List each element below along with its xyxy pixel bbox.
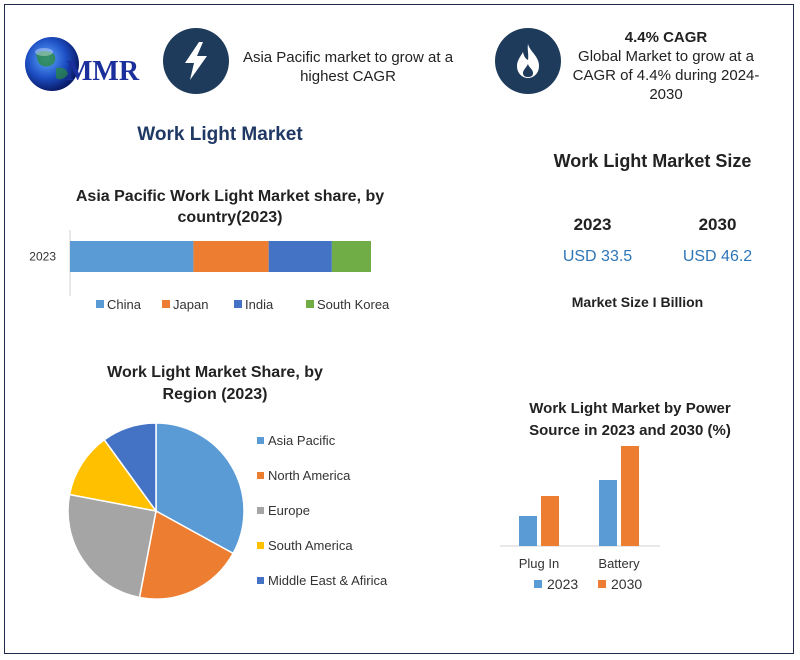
legend-label: South America xyxy=(268,538,353,553)
legend-label: Japan xyxy=(173,297,208,312)
market-size-year: 2023 xyxy=(573,215,612,234)
page-title: Work Light Market xyxy=(137,124,303,145)
highlight-icon-circle xyxy=(495,28,561,94)
highlight-icon-circle xyxy=(163,28,229,94)
category-label: 2023 xyxy=(29,250,56,264)
flame-icon xyxy=(517,44,539,78)
legend-swatch xyxy=(534,580,542,588)
market-size-title: Work Light Market Size xyxy=(553,151,752,171)
category-label: Battery xyxy=(598,556,640,571)
legend-label: China xyxy=(107,297,142,312)
bar xyxy=(519,516,537,546)
logo-text: MMR xyxy=(66,56,140,87)
chart-title: Asia Pacific Work Light Market share, by… xyxy=(60,186,400,228)
infographic-frame xyxy=(4,4,794,654)
logo: MMR xyxy=(14,34,149,94)
bar-segment xyxy=(268,241,332,272)
chart-title: Work Light Market by Power Source in 202… xyxy=(500,398,760,442)
chart-title-line: Work Light Market by Power xyxy=(529,400,731,417)
highlight-text-asia: Asia Pacific market to grow at a highest… xyxy=(232,48,464,86)
bar-segment xyxy=(193,241,269,272)
pie-slice xyxy=(68,438,158,513)
market-size-unit: Market Size I Billion xyxy=(571,294,704,310)
chart-title-line: Asia Pacific Work Light Market share, by xyxy=(75,188,385,205)
legend-label: Middle East & Afirica xyxy=(268,573,388,588)
bar xyxy=(541,496,559,546)
highlight-text-cagr: 4.4% CAGR Global Market to grow at a CAG… xyxy=(566,28,766,104)
bar-segment xyxy=(331,241,371,272)
legend-label: 2030 xyxy=(611,576,642,592)
highlight-line: highest CAGR xyxy=(300,68,396,85)
market-size-year: 2030 xyxy=(698,215,737,234)
chart-title-line: Source in 2023 and 2030 (%) xyxy=(529,422,731,439)
legend-swatch xyxy=(306,300,314,308)
power-source-bar-chart: Plug In Battery 2023 2030 xyxy=(500,446,660,592)
highlight-line: 2030 xyxy=(649,86,683,103)
legend-swatch xyxy=(257,437,264,444)
legend-swatch xyxy=(257,507,264,514)
highlight-line: Global Market to grow at a xyxy=(578,48,754,65)
category-label: Plug In xyxy=(519,556,559,571)
legend-label: North America xyxy=(268,468,351,483)
legend-swatch xyxy=(96,300,104,308)
bar xyxy=(621,446,639,546)
pie-slice xyxy=(138,509,235,600)
legend-label: South Korea xyxy=(317,297,390,312)
legend-swatch xyxy=(234,300,242,308)
bar xyxy=(599,480,617,546)
highlight-line: CAGR of 4.4% during 2024- xyxy=(572,67,760,84)
chart-title-line: Region (2023) xyxy=(162,386,268,403)
chart-title: Work Light Market Share, by Region (2023… xyxy=(90,362,340,406)
market-size-value: USD 46.2 xyxy=(682,248,753,265)
market-size-value: USD 33.5 xyxy=(562,248,633,265)
cagr-title: 4.4% CAGR xyxy=(624,29,708,46)
chart-title-line: country(2023) xyxy=(177,209,283,226)
legend-swatch xyxy=(598,580,606,588)
legend-swatch xyxy=(257,542,264,549)
bar-segment xyxy=(70,241,194,272)
legend-label: 2023 xyxy=(547,576,578,592)
lightning-bolt-icon xyxy=(185,42,207,80)
country-share-bar-chart: 2023 China Japan India South Korea xyxy=(29,230,390,312)
globe-icon xyxy=(25,37,79,91)
legend-swatch xyxy=(257,472,264,479)
pie-slice xyxy=(155,422,245,555)
region-share-pie-chart: Asia Pacific North America Europe South Ame… xyxy=(67,422,388,600)
legend-label: India xyxy=(245,297,274,312)
pie-slice xyxy=(67,493,157,599)
legend-swatch xyxy=(162,300,170,308)
legend-label: Asia Pacific xyxy=(268,433,336,448)
legend-swatch xyxy=(257,577,264,584)
pie-slice xyxy=(103,422,157,514)
legend-label: Europe xyxy=(268,503,310,518)
highlight-line: Asia Pacific market to grow at a xyxy=(242,49,454,66)
chart-title-line: Work Light Market Share, by xyxy=(107,364,323,381)
